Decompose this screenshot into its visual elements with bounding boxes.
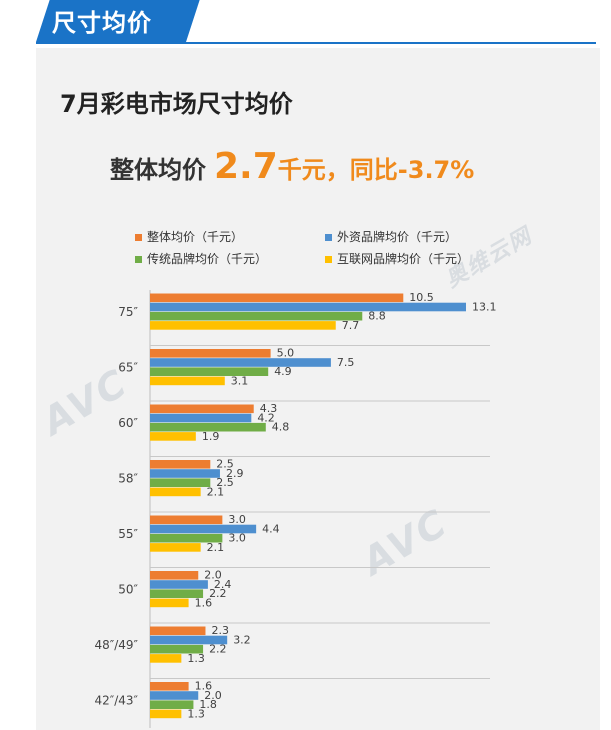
header-underline [36,42,596,44]
summary-yoy: 同比-3.7% [349,156,475,184]
data-label: 3.0 [228,532,246,545]
data-label: 2.3 [211,624,229,637]
bar [150,644,204,654]
data-label: 1.9 [202,430,220,443]
category-label: 48″/49″ [94,638,138,652]
legend-swatch [325,234,332,241]
bar [150,376,225,386]
summary-value: 2.7 [214,146,278,187]
bar [150,422,266,432]
legend-label: 整体均价（千元） [147,230,244,244]
bar [150,478,211,487]
data-label: 2.2 [209,643,227,656]
legend-label: 互联网品牌均价（千元） [337,252,470,266]
bar [150,589,204,598]
chart-panel [36,48,600,730]
legend-swatch [325,256,332,263]
category-label: 65″ [118,360,138,374]
data-label: 3.1 [231,374,249,387]
bar [150,654,182,663]
data-label: 13.1 [472,300,497,313]
category-label: 42″/43″ [94,693,138,707]
bar [150,487,201,497]
data-label: 1.8 [199,698,217,711]
summary-label: 整体均价 [110,156,206,184]
legend-label: 传统品牌均价（千元） [147,252,268,266]
legend-item: 互联网品牌均价（千元） [325,250,469,267]
data-label: 2.0 [204,569,222,582]
data-label: 2.1 [207,485,225,498]
legend-item: 整体均价（千元） [135,228,243,245]
bar [150,524,257,534]
bar [150,571,199,580]
bar [150,469,220,478]
category-label: 60″ [118,416,138,430]
data-label: 2.0 [204,689,222,702]
bar [150,709,182,719]
chart-legend: 整体均价（千元） 外资品牌均价（千元） 传统品牌均价（千元） 互联网品牌均价（千元） [135,228,535,272]
data-label: 3.2 [233,633,251,646]
data-label: 1.6 [195,596,213,609]
category-label: 50″ [118,582,138,596]
data-label: 3.0 [228,513,246,526]
bar [150,580,208,589]
bar [150,533,223,543]
legend-item: 传统品牌均价（千元） [135,250,267,267]
chart-subtitle: 7月彩电市场尺寸均价 [60,90,293,118]
legend-label: 外资品牌均价（千元） [337,230,458,244]
data-label: 10.5 [409,291,434,304]
section-title: 尺寸均价 [52,9,152,37]
data-label: 7.5 [337,356,355,369]
bar [150,626,206,636]
bar [150,413,252,423]
bar [150,404,254,414]
category-label: 75″ [118,305,138,319]
category-label: 58″ [118,471,138,485]
bar [150,349,271,358]
bar [150,682,189,691]
summary-unit: 千元， [277,156,350,184]
data-label: 2.9 [226,467,244,480]
data-label: 1.6 [195,680,213,693]
data-label: 1.3 [187,652,205,665]
data-label: 8.8 [368,310,386,323]
category-label: 55″ [118,527,138,541]
legend-swatch [135,256,142,263]
bar [150,515,223,525]
data-label: 2.1 [207,541,225,554]
data-label: 2.2 [209,587,227,600]
bar [150,321,336,330]
legend-item: 外资品牌均价（千元） [325,228,457,245]
data-label: 5.0 [277,347,295,360]
bar [150,358,331,367]
data-label: 1.3 [187,707,205,720]
bar [150,432,196,441]
data-label: 4.8 [272,421,290,434]
legend-swatch [135,234,142,241]
data-label: 7.7 [342,319,360,332]
bar [150,293,404,303]
bar [150,302,466,312]
bar [150,691,199,700]
data-label: 2.4 [214,578,232,591]
bar [150,598,189,608]
bar [150,700,194,709]
bar [150,543,201,552]
bar [150,311,363,321]
data-label: 4.4 [262,522,280,535]
bar [150,367,269,376]
data-label: 2.5 [216,458,234,471]
bar [150,635,228,645]
data-label: 4.2 [257,411,275,424]
bar [150,460,211,469]
data-label: 4.9 [274,365,292,378]
summary-line: 整体均价 2.7千元，同比-3.7% [110,146,474,187]
data-label: 4.3 [260,402,278,415]
data-label: 2.5 [216,476,234,489]
